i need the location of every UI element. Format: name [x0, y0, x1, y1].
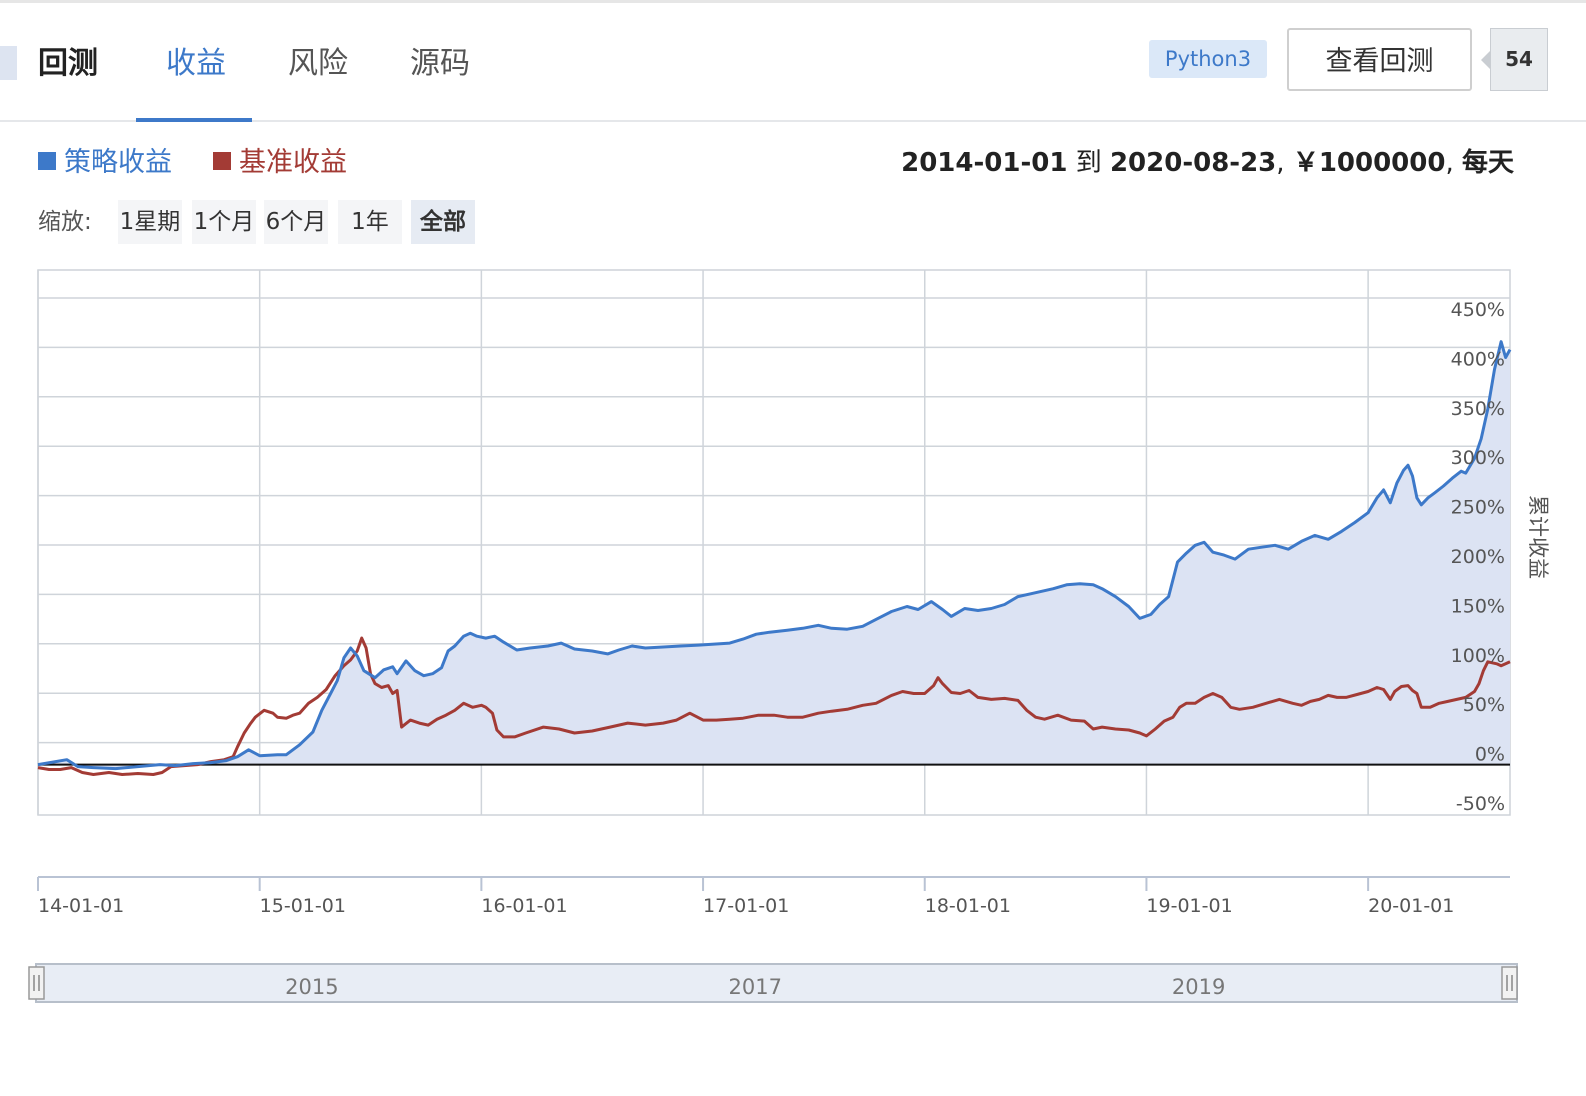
navigator-labels: 2015 2017 2019: [285, 975, 1225, 999]
y-tick-label: 100%: [1451, 645, 1505, 667]
backtest-range-info: 2014-01-01 到 2020-08-23, ￥1000000, 每天: [901, 148, 1514, 178]
legend-swatch-strategy: [38, 152, 56, 170]
navigator-right-handle[interactable]: [1501, 966, 1518, 1000]
navigator-year-label: 2015: [285, 975, 338, 999]
x-tick-label: 15-01-01: [260, 895, 346, 917]
range-end-date: 2020-08-23: [1109, 148, 1277, 178]
navigator-year-label: 2017: [729, 975, 782, 999]
tab-backtest[interactable]: 回测: [38, 46, 98, 81]
benchmark-line: [37, 636, 1511, 776]
strategy-line: [37, 340, 1512, 771]
zoom-1-week-button[interactable]: 1星期: [118, 200, 182, 244]
zoom-1-year-button[interactable]: 1年: [338, 200, 402, 244]
zoom-label: 缩放:: [38, 209, 92, 235]
y-tick-label: 350%: [1451, 398, 1505, 420]
y-tick-label: 400%: [1451, 348, 1505, 370]
legend-label-strategy: 策略收益: [64, 147, 172, 178]
view-backtest-button[interactable]: 查看回测: [1287, 28, 1472, 91]
legend-item-benchmark[interactable]: 基准收益: [213, 146, 347, 180]
x-tick-label: 16-01-01: [481, 895, 567, 917]
y-axis-title: 累计收益: [1526, 495, 1550, 579]
header-bar: [0, 0, 1586, 122]
initial-capital: ￥1000000: [1292, 148, 1446, 178]
y-tick-label: 0%: [1475, 744, 1505, 766]
y-tick-label: 250%: [1451, 497, 1505, 519]
x-axis-ticks: 14-01-01 15-01-01 16-01-01 17-01-01 18-01-01…: [37, 877, 1454, 917]
range-to-label: 到: [1075, 148, 1102, 178]
top-border: [0, 0, 1586, 3]
y-tick-label: 150%: [1451, 595, 1505, 617]
zoom-all-button[interactable]: 全部: [411, 200, 475, 244]
language-badge: Python3: [1149, 40, 1267, 78]
y-tick-label: 450%: [1451, 299, 1505, 321]
y-tick-label: 200%: [1451, 546, 1505, 568]
y-tick-label: 300%: [1451, 447, 1505, 469]
legend-item-strategy[interactable]: 策略收益: [38, 146, 172, 180]
zoom-1-month-button[interactable]: 1个月: [192, 200, 256, 244]
count-badge: 54: [1490, 28, 1548, 91]
x-tick-label: 14-01-01: [38, 895, 124, 917]
y-tick-label: -50%: [1456, 793, 1505, 815]
range-start-date: 2014-01-01: [901, 148, 1068, 178]
navigator-year-label: 2019: [1172, 975, 1225, 999]
count-pointer: [1481, 51, 1490, 69]
y-tick-label: 50%: [1463, 694, 1505, 716]
navigator-left-handle[interactable]: [28, 966, 45, 1000]
tab-source[interactable]: 源码: [410, 46, 470, 81]
x-tick-label: 18-01-01: [925, 895, 1011, 917]
left-accent-bar: [0, 46, 17, 80]
frequency: 每天: [1461, 148, 1514, 178]
y-axis-ticks: 450% 400% 350% 300% 250% 200% 150% 100% 50% 0% -50…: [1451, 299, 1505, 815]
x-tick-label: 17-01-01: [703, 895, 789, 917]
legend-swatch-benchmark: [213, 152, 231, 170]
active-tab-indicator: [136, 118, 252, 122]
tab-risk[interactable]: 风险: [288, 46, 348, 81]
tab-income[interactable]: 收益: [166, 46, 226, 81]
zoom-6-month-button[interactable]: 6个月: [264, 200, 328, 244]
legend-label-benchmark: 基准收益: [239, 147, 347, 178]
x-tick-label: 20-01-01: [1368, 895, 1454, 917]
x-tick-label: 19-01-01: [1146, 895, 1232, 917]
